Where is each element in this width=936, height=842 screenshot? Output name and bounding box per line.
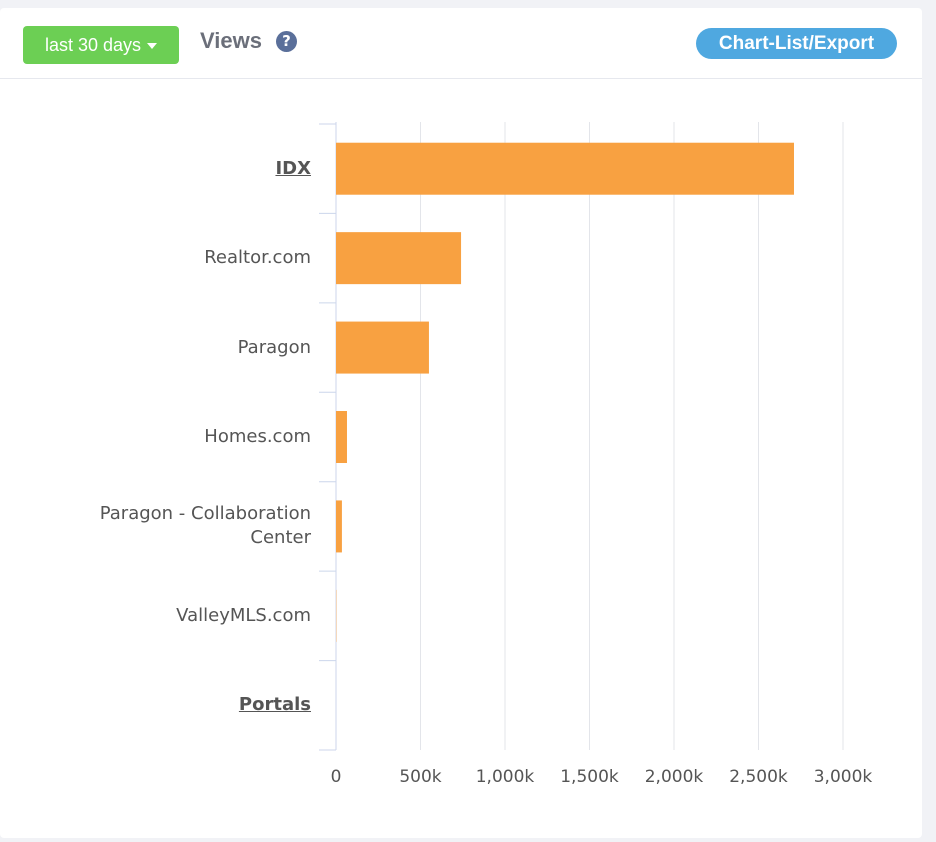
x-tick-label: 2,500k <box>729 767 788 787</box>
header: last 30 days Views ? Chart-List/Export <box>0 8 922 79</box>
x-tick-label: 0 <box>331 767 342 787</box>
x-tick-label: 2,000k <box>645 767 704 787</box>
x-tick-label: 1,000k <box>476 767 535 787</box>
x-tick-label: 1,500k <box>560 767 619 787</box>
category-label[interactable]: Portals <box>238 694 311 716</box>
range-label: last 30 days <box>44 35 142 55</box>
range-button[interactable]: last 30 days <box>23 26 179 64</box>
x-tick-label: 3,000k <box>814 767 873 787</box>
category-label: Paragon <box>237 336 311 358</box>
help-icon[interactable]: ? <box>276 31 297 52</box>
bar <box>336 411 347 463</box>
category-label: Realtor.com <box>204 247 311 269</box>
category-label: ValleyMLS.com <box>176 604 311 626</box>
bar <box>336 500 342 553</box>
bar <box>336 321 429 374</box>
export-button[interactable]: Chart-List/Export <box>696 28 897 59</box>
x-tick-label: 500k <box>399 767 441 787</box>
bar <box>336 142 794 195</box>
category-label: Paragon - Collaboration Center <box>99 503 311 549</box>
bar <box>336 232 462 285</box>
category-label[interactable]: IDX <box>275 157 311 179</box>
title: Views <box>200 28 262 53</box>
category-label: Homes.com <box>204 426 311 447</box>
